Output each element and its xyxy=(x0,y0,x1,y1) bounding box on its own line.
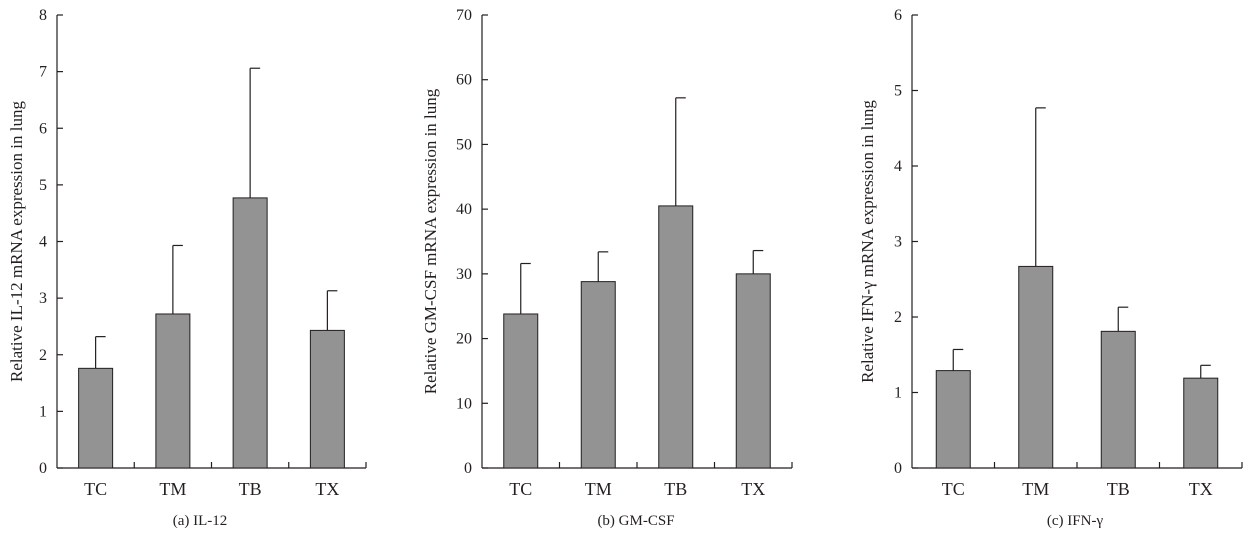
panel-il12: 0 1 2 3 4 5 6 7 8 TC TM TB TX Relative IL-12 mRNA exp… xyxy=(7,7,367,529)
y-tick-label: 4 xyxy=(39,234,47,251)
y-tick-label: 8 xyxy=(39,7,47,24)
y-tick-label: 60 xyxy=(456,72,472,89)
x-tick-label: TM xyxy=(159,479,186,499)
y-tick-label: 30 xyxy=(456,266,472,283)
x-tick-label: TC xyxy=(942,479,965,499)
y-tick-label: 40 xyxy=(456,201,472,218)
y-tick-label: 7 xyxy=(39,64,47,81)
y-tick-label: 2 xyxy=(39,347,47,364)
panel-caption: (b) GM-CSF xyxy=(597,513,674,529)
bar-tx xyxy=(309,329,345,469)
y-tick-label: 4 xyxy=(894,158,902,175)
y-tick-label: 2 xyxy=(894,309,902,326)
y-axis-label: Relative IL-12 mRNA expression in lung xyxy=(7,101,26,382)
x-tick-label: TX xyxy=(315,479,339,499)
bar-tb xyxy=(1100,330,1136,469)
y-tick-label: 20 xyxy=(456,331,472,348)
y-axis-label: Relative IFN-γ mRNA expression in lung xyxy=(858,100,877,383)
y-tick-label: 1 xyxy=(894,385,902,402)
panel-caption: (c) IFN-γ xyxy=(1047,513,1104,529)
bar-tb xyxy=(658,205,694,469)
bar-tx xyxy=(1183,377,1219,469)
y-tick-label: 3 xyxy=(894,234,902,251)
bar-tx xyxy=(735,273,771,469)
y-axis-label: Relative GM-CSF mRNA expression in lung xyxy=(421,88,440,394)
y-tick-label: 5 xyxy=(39,177,47,194)
bar-tc xyxy=(78,367,114,469)
bar-tc xyxy=(935,370,971,469)
y-tick-label: 6 xyxy=(894,7,902,24)
x-tick-label: TM xyxy=(1022,479,1049,499)
bar-tb xyxy=(232,197,268,469)
bar-tm xyxy=(1018,265,1054,469)
x-tick-label: TB xyxy=(1107,479,1130,499)
bar-tm xyxy=(155,313,191,469)
y-tick-label: 0 xyxy=(464,460,472,477)
x-tick-label: TB xyxy=(239,479,262,499)
y-tick-label: 0 xyxy=(39,460,47,477)
bar-tc xyxy=(503,313,539,469)
x-tick-label: TX xyxy=(741,479,765,499)
panel-gm-csf: 0 10 20 30 40 50 60 70 TC TM TB TX Relative GM-CSF m… xyxy=(421,7,793,529)
y-tick-label: 70 xyxy=(456,7,472,24)
x-tick-label: TX xyxy=(1189,479,1213,499)
bar-tm xyxy=(580,281,616,469)
x-tick-label: TB xyxy=(664,479,687,499)
y-tick-label: 5 xyxy=(894,83,902,100)
x-tick-label: TC xyxy=(509,479,532,499)
panel-caption: (a) IL-12 xyxy=(173,513,228,529)
y-tick-label: 6 xyxy=(39,120,47,137)
x-tick-label: TM xyxy=(585,479,612,499)
panel-ifn-gamma: 0 1 2 3 4 5 6 TC TM TB TX Relative IFN-γ mRNA expre… xyxy=(858,7,1243,529)
y-tick-label: 3 xyxy=(39,290,47,307)
x-tick-label: TC xyxy=(84,479,107,499)
y-tick-label: 50 xyxy=(456,136,472,153)
y-tick-label: 1 xyxy=(39,403,47,420)
y-tick-label: 0 xyxy=(894,460,902,477)
y-tick-label: 10 xyxy=(456,395,472,412)
